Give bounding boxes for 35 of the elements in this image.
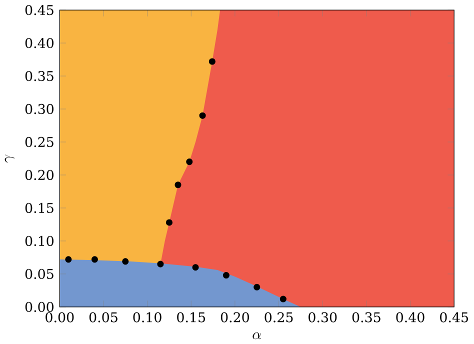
y-tick-label: 0.15 [25, 202, 54, 214]
y-tick-label: 0.00 [25, 302, 54, 312]
point [186, 158, 193, 166]
x-tick-label: 0.35 [352, 312, 380, 322]
y-tick-label: 0.25 [25, 136, 54, 148]
y-axis-title: $\gamma$ [4, 154, 15, 163]
point [91, 256, 98, 263]
y-tick-label: 0.35 [25, 70, 54, 82]
x-tick-label: 0.20 [220, 312, 250, 322]
point [65, 256, 72, 263]
x-tick-label: 0.05 [89, 312, 118, 322]
point [166, 219, 173, 226]
point [222, 272, 230, 279]
y-tick-label: 0.10 [25, 236, 54, 246]
point [254, 284, 260, 290]
point [122, 258, 129, 265]
y-tick-label: 0.45 [25, 4, 54, 16]
point [174, 182, 182, 188]
y-tick-label: 0.05 [25, 268, 54, 280]
x-tick-label: 0.40 [396, 312, 424, 322]
point [208, 58, 216, 65]
point [192, 264, 199, 271]
y-tick-label: 0.20 [25, 170, 54, 180]
x-axis-title: $\alpha$ [252, 332, 262, 340]
x-tick-label: 0.00 [46, 312, 74, 322]
x-tick-label: 0.25 [264, 312, 293, 322]
x-tick-label: 0.30 [308, 312, 337, 322]
point [199, 112, 206, 119]
x-tick-label: 0.15 [177, 312, 206, 322]
point [280, 296, 286, 302]
y-tick-label: 0.40 [25, 38, 54, 48]
x-tick-label: 0.45 [440, 312, 468, 322]
x-tick-label: 0.10 [133, 312, 162, 322]
y-tick-label: 0.30 [25, 104, 54, 114]
point [157, 260, 164, 268]
